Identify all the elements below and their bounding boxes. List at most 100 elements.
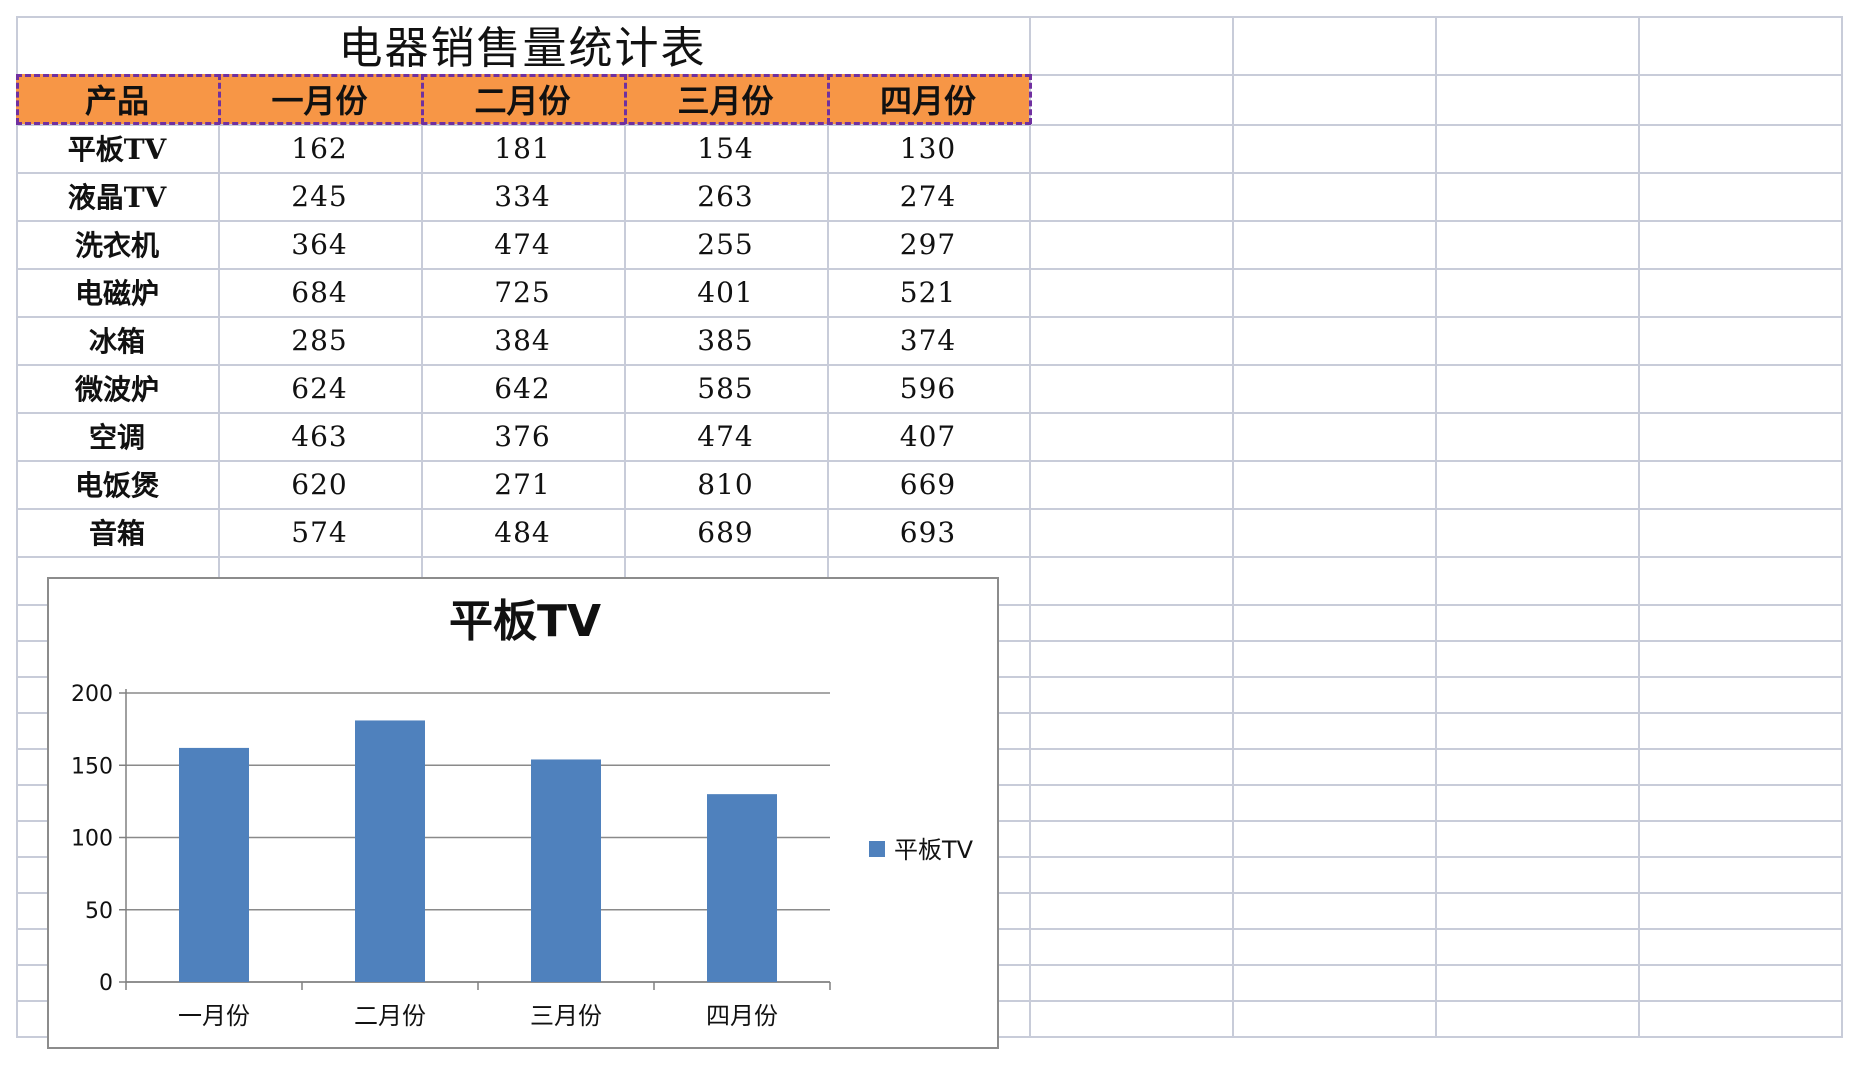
bar xyxy=(531,759,601,982)
value-cell[interactable]: 384 xyxy=(494,323,551,357)
value-cell[interactable]: 596 xyxy=(899,371,957,405)
product-cell[interactable]: 洗衣机 xyxy=(74,229,159,262)
grid-col-line xyxy=(16,16,18,1036)
value-cell[interactable]: 521 xyxy=(899,275,957,309)
grid-row-line xyxy=(16,16,1843,18)
value-cell[interactable]: 334 xyxy=(494,179,551,213)
grid-row-line xyxy=(16,220,1843,222)
x-category-label: 四月份 xyxy=(706,1002,778,1030)
grid-col-line xyxy=(1638,16,1640,1036)
value-cell[interactable]: 274 xyxy=(899,179,957,213)
grid-col-line xyxy=(1232,16,1234,1036)
grid-col-line xyxy=(1029,16,1031,1036)
legend-swatch xyxy=(869,841,885,857)
value-cell[interactable]: 271 xyxy=(494,467,551,501)
header-cell[interactable]: 一月份 xyxy=(271,82,368,120)
grid-col-line xyxy=(1841,16,1843,1036)
value-cell[interactable]: 364 xyxy=(291,227,348,261)
product-cell[interactable]: 冰箱 xyxy=(88,325,145,358)
value-cell[interactable]: 474 xyxy=(697,419,754,453)
chart[interactable]: 平板TV 0 50 100 150 200 一月份 二月份 三月份 四月份 平板TV xyxy=(47,577,999,1049)
header-border-v xyxy=(16,74,19,124)
value-cell[interactable]: 689 xyxy=(697,515,754,549)
value-cell[interactable]: 620 xyxy=(291,467,348,501)
value-cell[interactable]: 669 xyxy=(899,467,957,501)
value-cell[interactable]: 376 xyxy=(494,419,551,453)
value-cell[interactable]: 463 xyxy=(291,419,348,453)
value-cell[interactable]: 407 xyxy=(899,419,957,453)
grid-row-line xyxy=(16,508,1843,510)
value-cell[interactable]: 693 xyxy=(899,515,957,549)
value-cell[interactable]: 401 xyxy=(697,275,754,309)
value-cell[interactable]: 810 xyxy=(697,467,754,501)
product-cell[interactable]: 液晶TV xyxy=(67,181,167,214)
value-cell[interactable]: 574 xyxy=(291,515,348,549)
y-tick-label: 150 xyxy=(71,754,113,779)
value-cell[interactable]: 130 xyxy=(899,131,957,165)
grid-row-line xyxy=(16,556,1843,558)
header-cell[interactable]: 产品 xyxy=(84,82,149,120)
value-cell[interactable]: 385 xyxy=(697,323,754,357)
value-cell[interactable]: 725 xyxy=(494,275,551,309)
value-cell[interactable]: 285 xyxy=(291,323,348,357)
header-cell[interactable]: 三月份 xyxy=(677,82,774,120)
header-border-v xyxy=(218,74,221,124)
value-cell[interactable]: 255 xyxy=(697,227,754,261)
value-cell[interactable]: 181 xyxy=(494,131,551,165)
y-tick-label: 0 xyxy=(99,971,113,996)
value-cell[interactable]: 297 xyxy=(899,227,957,261)
grid-row-line xyxy=(16,460,1843,462)
value-cell[interactable]: 484 xyxy=(494,515,551,549)
grid-row-line xyxy=(16,124,1843,126)
grid-col-line xyxy=(624,74,626,1036)
x-category-label: 二月份 xyxy=(354,1002,426,1030)
y-tick-label: 50 xyxy=(85,899,113,924)
header-border-h xyxy=(16,74,1031,77)
grid-row-line xyxy=(16,172,1843,174)
value-cell[interactable]: 684 xyxy=(291,275,348,309)
x-category-label: 三月份 xyxy=(530,1002,602,1030)
grid-row-line xyxy=(1029,74,1843,76)
chart-title: 平板TV xyxy=(449,596,601,647)
y-tick-label: 200 xyxy=(71,682,113,707)
bar xyxy=(355,720,425,982)
grid-row-line xyxy=(16,268,1843,270)
chart-svg: 平板TV 0 50 100 150 200 一月份 二月份 三月份 四月份 平板TV xyxy=(71,596,974,1030)
value-cell[interactable]: 162 xyxy=(291,131,348,165)
y-tick-label: 100 xyxy=(71,827,113,852)
bar xyxy=(707,794,777,982)
value-cell[interactable]: 474 xyxy=(494,227,551,261)
bar xyxy=(179,747,249,982)
grid-col-line xyxy=(1435,16,1437,1036)
header-border-v xyxy=(827,74,830,124)
header-row-fill xyxy=(16,74,1029,124)
header-border-v xyxy=(624,74,627,124)
value-cell[interactable]: 642 xyxy=(494,371,551,405)
value-cell[interactable]: 245 xyxy=(291,179,348,213)
header-border-v xyxy=(421,74,424,124)
grid-col-line xyxy=(827,74,829,1036)
header-cell[interactable]: 二月份 xyxy=(474,82,571,120)
grid-col-line xyxy=(421,74,423,1036)
value-cell[interactable]: 624 xyxy=(291,371,348,405)
header-border-h xyxy=(16,122,1031,125)
product-cell[interactable]: 电磁炉 xyxy=(74,277,159,310)
grid-row-line xyxy=(16,316,1843,318)
x-category-label: 一月份 xyxy=(178,1002,250,1030)
header-cell[interactable]: 四月份 xyxy=(879,82,976,120)
product-cell[interactable]: 平板TV xyxy=(67,133,167,166)
product-cell[interactable]: 微波炉 xyxy=(74,373,159,406)
value-cell[interactable]: 374 xyxy=(899,323,957,357)
grid-row-line xyxy=(16,364,1843,366)
value-cell[interactable]: 154 xyxy=(697,131,754,165)
value-cell[interactable]: 263 xyxy=(697,179,754,213)
product-cell[interactable]: 音箱 xyxy=(88,517,145,550)
product-cell[interactable]: 电饭煲 xyxy=(74,469,159,502)
legend-label: 平板TV xyxy=(894,836,974,864)
value-cell[interactable]: 585 xyxy=(697,371,754,405)
product-cell[interactable]: 空调 xyxy=(88,421,145,454)
sheet-title[interactable]: 电器销售量统计表 xyxy=(338,23,707,74)
grid-row-line xyxy=(16,412,1843,414)
grid-col-line xyxy=(218,74,220,1036)
